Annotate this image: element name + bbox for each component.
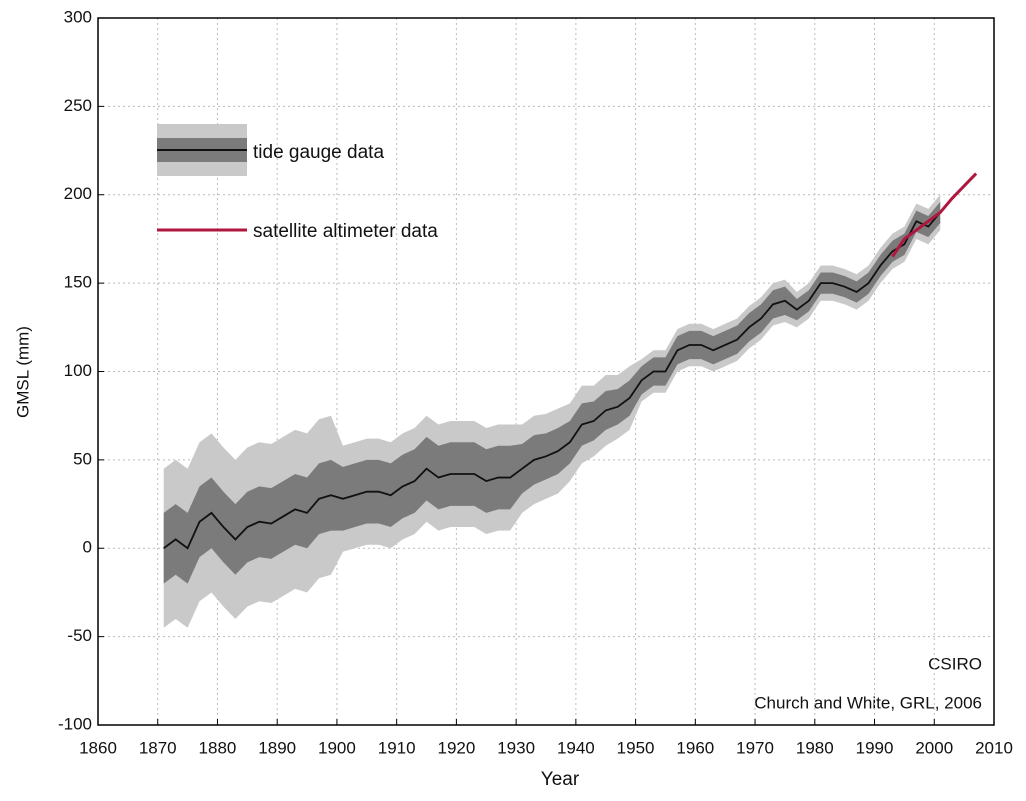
uncertainty-band xyxy=(163,201,941,584)
annotation: CSIRO xyxy=(928,654,982,673)
x-tick-label: 1940 xyxy=(557,738,595,757)
x-tick-label: 1870 xyxy=(139,738,177,757)
x-tick-label: 1980 xyxy=(796,738,834,757)
y-tick-label: 0 xyxy=(83,538,92,557)
x-tick-label: 1990 xyxy=(856,738,894,757)
y-tick-label: -100 xyxy=(58,714,92,733)
x-tick-label: 1860 xyxy=(79,738,117,757)
x-tick-label: 1930 xyxy=(497,738,535,757)
y-tick-label: -50 xyxy=(67,626,92,645)
x-tick-label: 2000 xyxy=(915,738,953,757)
y-tick-label: 200 xyxy=(64,184,92,203)
plot-frame xyxy=(97,17,995,726)
y-tick-label: 50 xyxy=(73,449,92,468)
series-line xyxy=(163,211,941,550)
y-tick-label: 150 xyxy=(64,273,92,292)
x-tick-label: 1960 xyxy=(676,738,714,757)
x-tick-label: 1910 xyxy=(378,738,416,757)
x-tick-label: 2010 xyxy=(975,738,1013,757)
series-line xyxy=(891,172,978,258)
annotation: Church and White, GRL, 2006 xyxy=(754,693,982,712)
x-tick-label: 1900 xyxy=(318,738,356,757)
legend-label: tide gauge data xyxy=(253,142,384,163)
x-tick-label: 1970 xyxy=(736,738,774,757)
x-tick-label: 1890 xyxy=(258,738,296,757)
x-axis-label: Year xyxy=(541,769,580,790)
x-tick-label: 1920 xyxy=(437,738,475,757)
x-tick-label: 1880 xyxy=(199,738,237,757)
y-tick-label: 300 xyxy=(64,7,92,26)
x-tick-label: 1950 xyxy=(617,738,655,757)
y-tick-label: 100 xyxy=(64,361,92,380)
y-tick-label: 250 xyxy=(64,96,92,115)
y-axis-label: GMSL (mm) xyxy=(13,326,32,418)
legend-label: satellite altimeter data xyxy=(253,221,438,242)
